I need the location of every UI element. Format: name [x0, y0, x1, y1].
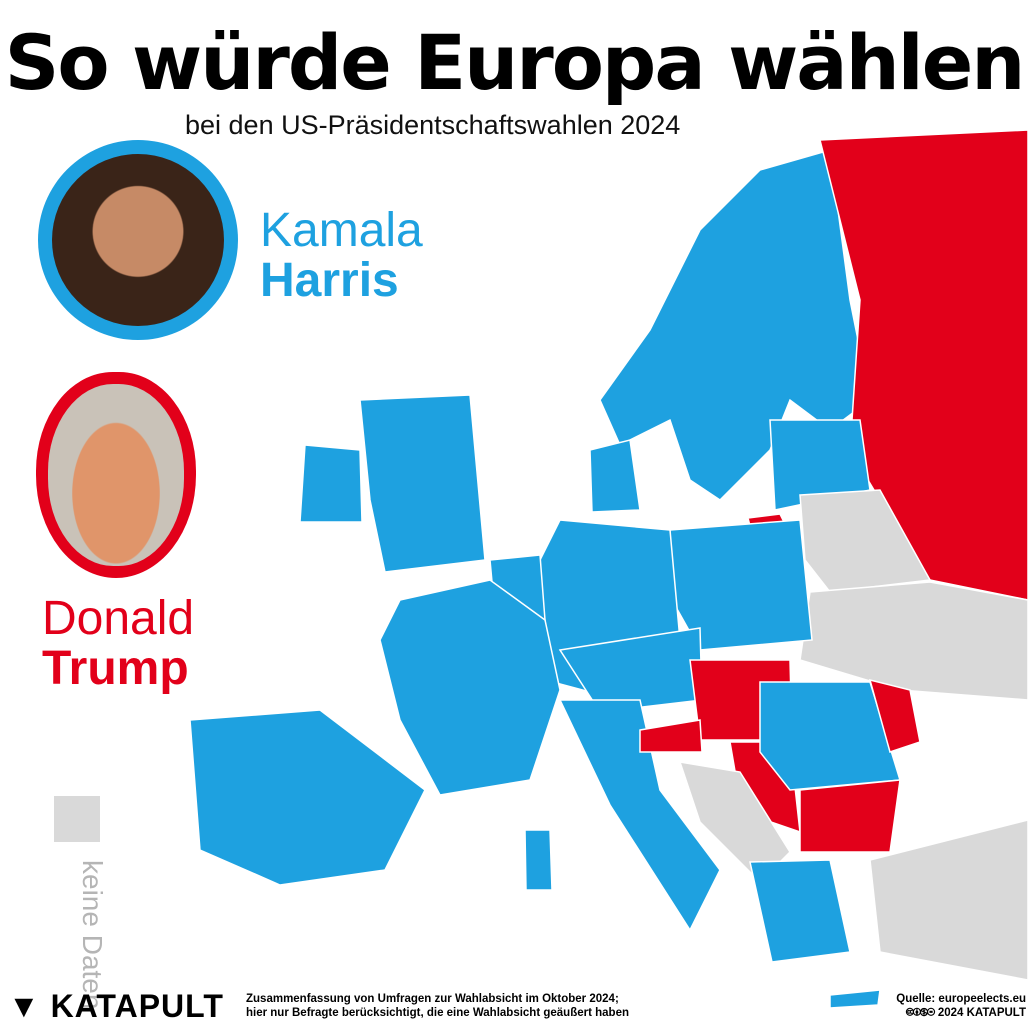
legend-trump: Donald Trump: [42, 594, 194, 694]
harris-portrait: [38, 140, 238, 340]
katapult-logo: ▼ KATAPULT: [8, 988, 224, 1024]
page-title: So würde Europa wählen: [4, 18, 1026, 107]
harris-last-name: Harris: [260, 254, 399, 307]
harris-first-name: Kamala: [260, 204, 423, 257]
source: Quelle: europeelects.eu 🅭🅯🄏⊜ 2024 KATAPU…: [896, 992, 1026, 1020]
region-italy: [558, 699, 721, 932]
region-croatia: [639, 719, 703, 753]
logo-text: KATAPULT: [50, 988, 224, 1024]
region-turkey: [869, 819, 1028, 981]
region-ukraine: [799, 581, 1028, 701]
page-subtitle: bei den US-Präsidentschaftswahlen 2024: [185, 110, 681, 140]
trump-first-name: Donald: [42, 592, 195, 645]
region-moldova: [868, 678, 921, 753]
region-bulgaria: [799, 779, 901, 853]
region-sardinia: [524, 829, 553, 891]
trump-portrait: [36, 372, 196, 578]
copyright-text: 🅭🅯🄏⊜ 2024 KATAPULT: [906, 1007, 1026, 1019]
no-data-swatch: [54, 796, 100, 842]
region-crete: [829, 989, 881, 1009]
region-ireland: [299, 444, 363, 523]
region-denmark: [589, 439, 641, 513]
region-greece: [749, 859, 851, 963]
region-britain: [359, 394, 486, 573]
legend-harris: Kamala Harris: [260, 206, 423, 306]
region-iberia: [189, 709, 426, 886]
no-data-legend: keine Daten: [48, 860, 108, 1009]
region-france: [379, 579, 561, 796]
trump-last-name: Trump: [42, 642, 189, 695]
source-text: Quelle: europeelects.eu: [896, 993, 1026, 1005]
methodology-note: Zusammenfassung von Umfragen zur Wahlabs…: [246, 992, 629, 1020]
note-line-2: hier nur Befragte berücksichtigt, die ei…: [246, 1007, 629, 1019]
note-line-1: Zusammenfassung von Umfragen zur Wahlabs…: [246, 993, 619, 1005]
